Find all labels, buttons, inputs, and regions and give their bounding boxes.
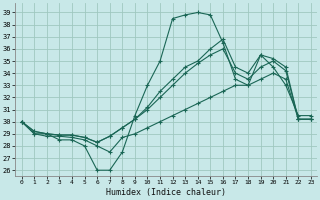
X-axis label: Humidex (Indice chaleur): Humidex (Indice chaleur) bbox=[106, 188, 226, 197]
